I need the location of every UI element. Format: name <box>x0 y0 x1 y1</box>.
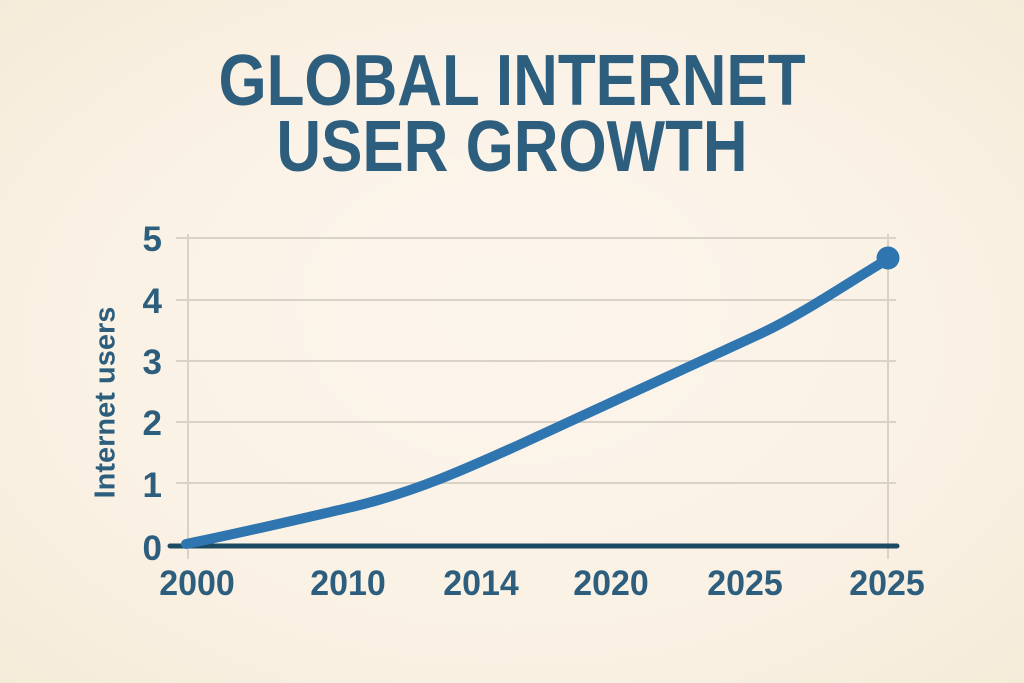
trend-line <box>181 254 893 549</box>
y-tick-label-3: 3 <box>142 343 162 382</box>
y-tick-label-4: 4 <box>142 282 162 321</box>
x-tick-label-2000: 2000 <box>159 564 235 603</box>
chart-title: GLOBAL INTERNET USER GROWTH <box>0 41 1024 187</box>
x-tick-label-2010: 2010 <box>310 564 386 603</box>
vertical-gridlines <box>187 234 889 559</box>
chart-title-line-1: GLOBAL INTERNET <box>218 41 806 121</box>
x-tick-label-2025-a: 2025 <box>707 564 783 603</box>
x-tick-label-2025-b: 2025 <box>849 564 925 603</box>
endpoint-marker-dot <box>876 246 900 270</box>
y-tick-label-1: 1 <box>142 466 162 505</box>
x-tick-label-2020: 2020 <box>573 564 649 603</box>
y-tick-label-0: 0 <box>142 529 162 568</box>
y-tick-label-5: 5 <box>142 220 162 259</box>
chart-title-line-2: USER GROWTH <box>276 107 748 187</box>
x-tick-label-2014: 2014 <box>443 564 519 603</box>
horizontal-gridlines <box>176 237 896 484</box>
y-tick-label-2: 2 <box>142 404 162 443</box>
